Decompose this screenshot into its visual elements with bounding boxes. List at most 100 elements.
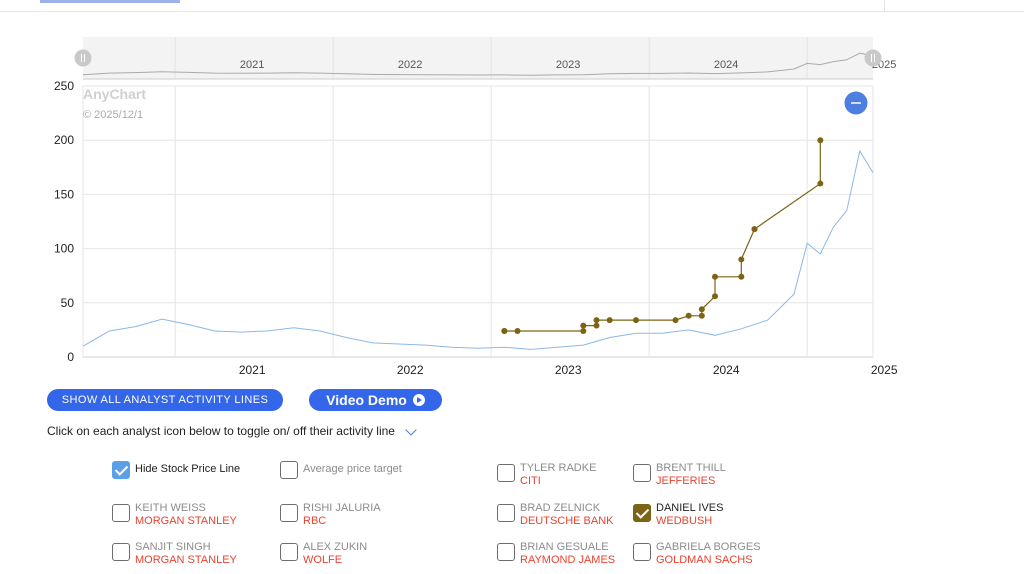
analyst-target-point[interactable] — [593, 317, 600, 324]
chevron-down-icon[interactable] — [405, 424, 417, 436]
analyst-toggle[interactable]: DANIEL IVES WEDBUSH — [633, 502, 723, 528]
checkbox-icon[interactable] — [112, 504, 130, 522]
hide-price-line-label: Hide Stock Price Line — [135, 463, 241, 475]
y-tick-label: 100 — [54, 242, 74, 256]
analyst-firm: MORGAN STANLEY — [135, 515, 237, 527]
x-tick-label: 2024 — [713, 363, 740, 377]
navigator-tick-label: 2024 — [714, 59, 738, 71]
analyst-name: SANJIT SINGH — [135, 541, 211, 553]
analyst-firm: DEUTSCHE BANK — [520, 515, 614, 527]
video-demo-label: Video Demo — [326, 392, 407, 408]
analyst-label: TYLER RADKE CITI — [520, 462, 596, 488]
analyst-target-point[interactable] — [606, 317, 613, 324]
video-demo-button[interactable]: Video Demo — [309, 389, 442, 411]
watermark: AnyChart — [83, 86, 146, 102]
analyst-firm: JEFFERIES — [656, 475, 716, 487]
top-bar — [0, 0, 1024, 12]
analyst-name: RISHI JALURIA — [303, 502, 381, 514]
checkbox-icon[interactable] — [112, 461, 130, 479]
analyst-target-point[interactable] — [738, 273, 745, 280]
navigator-tick-label: 2023 — [556, 59, 580, 71]
checkbox-icon[interactable] — [280, 543, 298, 561]
y-tick-label: 250 — [54, 79, 74, 93]
analyst-target-point[interactable] — [514, 327, 521, 334]
analyst-toggle[interactable]: BRAD ZELNICK DEUTSCHE BANK — [497, 502, 614, 528]
checkbox-icon[interactable] — [497, 464, 515, 482]
y-tick-label: 50 — [61, 296, 75, 310]
top-divider — [884, 0, 885, 12]
analyst-name: BRENT THILL — [656, 462, 726, 474]
analyst-name: TYLER RADKE — [520, 462, 597, 474]
analyst-label: ALEX ZUKIN WOLFE — [303, 541, 367, 567]
analyst-toggle[interactable]: TYLER RADKE CITI — [497, 462, 596, 488]
collapse-button[interactable] — [844, 91, 868, 115]
analyst-toggle[interactable]: RISHI JALURIA RBC — [280, 502, 381, 528]
analyst-firm: WEDBUSH — [656, 515, 713, 527]
navigator-left-handle[interactable] — [74, 49, 92, 67]
analyst-target-point[interactable] — [633, 317, 639, 324]
navigator-line — [82, 52, 874, 76]
analyst-name: ALEX ZUKIN — [303, 541, 368, 553]
checkbox-icon[interactable] — [633, 504, 651, 522]
toggle-instruction: Click on each analyst icon below to togg… — [47, 424, 417, 438]
analyst-target-point[interactable] — [580, 327, 587, 334]
analyst-target-point[interactable] — [685, 312, 692, 319]
stock-price-line — [82, 149, 874, 350]
analyst-toggle[interactable]: KEITH WEISS MORGAN STANLEY — [112, 502, 237, 528]
analyst-target-point[interactable] — [593, 322, 600, 329]
analyst-target-point[interactable] — [698, 306, 705, 313]
x-tick-label: 2025 — [871, 363, 898, 377]
analyst-target-point[interactable] — [817, 137, 824, 144]
analyst-firm: CITI — [520, 475, 541, 487]
analyst-toggle[interactable]: GABRIELA BORGES GOLDMAN SACHS — [633, 541, 761, 567]
average-price-target-label: Average price target — [303, 463, 402, 475]
y-tick-label: 0 — [67, 350, 74, 364]
x-tick-label: 2021 — [239, 363, 266, 377]
play-icon — [412, 394, 425, 406]
checkbox-icon[interactable] — [633, 464, 651, 482]
analyst-target-point[interactable] — [672, 317, 679, 324]
analyst-label: RISHI JALURIA RBC — [303, 502, 381, 528]
analyst-label: KEITH WEISS MORGAN STANLEY — [135, 502, 237, 528]
analyst-target-point[interactable] — [712, 293, 718, 300]
checkbox-icon[interactable] — [280, 504, 298, 522]
analyst-target-point[interactable] — [580, 322, 587, 329]
y-tick-label: 200 — [54, 133, 74, 147]
navigator-right-handle[interactable] — [864, 49, 882, 67]
analyst-firm: MORGAN STANLEY — [135, 554, 237, 566]
x-tick-label: 2023 — [555, 363, 582, 377]
navigator-tick-label: 2021 — [240, 59, 264, 71]
analyst-label: DANIEL IVES WEDBUSH — [656, 502, 723, 528]
navigator-background[interactable] — [83, 37, 873, 79]
analyst-target-point[interactable] — [751, 226, 758, 233]
analyst-label: BRIAN GESUALE RAYMOND JAMES — [520, 541, 615, 567]
analyst-toggle[interactable]: ALEX ZUKIN WOLFE — [280, 541, 367, 567]
analyst-toggle[interactable]: SANJIT SINGH MORGAN STANLEY — [112, 541, 237, 567]
analyst-firm: RBC — [303, 515, 327, 527]
analyst-target-point[interactable] — [698, 312, 705, 319]
checkbox-icon[interactable] — [497, 543, 515, 561]
show-analyst-lines-button[interactable]: SHOW ALL ANALYST ACTIVITY LINES — [47, 389, 283, 411]
checkbox-icon[interactable] — [633, 543, 651, 561]
analyst-toggle[interactable]: BRIAN GESUALE RAYMOND JAMES — [497, 541, 615, 567]
analyst-target-point[interactable] — [738, 256, 745, 263]
watermark-date: © 2025/12/1 — [83, 109, 143, 121]
analyst-label: SANJIT SINGH MORGAN STANLEY — [135, 541, 237, 567]
hide-price-line-checkbox[interactable]: Hide Stock Price Line — [112, 459, 240, 479]
analyst-label: BRAD ZELNICK DEUTSCHE BANK — [520, 502, 614, 528]
analyst-target-point[interactable] — [501, 327, 508, 334]
x-tick-label: 2022 — [397, 363, 424, 377]
top-link-sliver[interactable] — [40, 0, 180, 3]
average-price-target-checkbox[interactable]: Average price target — [280, 459, 402, 479]
checkbox-icon[interactable] — [280, 461, 298, 479]
navigator-tick-label: 2022 — [398, 59, 422, 71]
checkbox-icon[interactable] — [112, 543, 130, 561]
chart: 2021 2022 2023 2024 2025 0 50 100 150 200 250 202… — [54, 37, 898, 377]
analyst-target-point[interactable] — [817, 180, 824, 187]
analyst-toggle[interactable]: BRENT THILL JEFFERIES — [633, 462, 726, 488]
instruction-text: Click on each analyst icon below to togg… — [47, 424, 395, 438]
analyst-target-point[interactable] — [712, 273, 718, 280]
analyst-name: KEITH WEISS — [135, 502, 206, 514]
checkbox-icon[interactable] — [497, 504, 515, 522]
analyst-name: DANIEL IVES — [656, 502, 724, 514]
